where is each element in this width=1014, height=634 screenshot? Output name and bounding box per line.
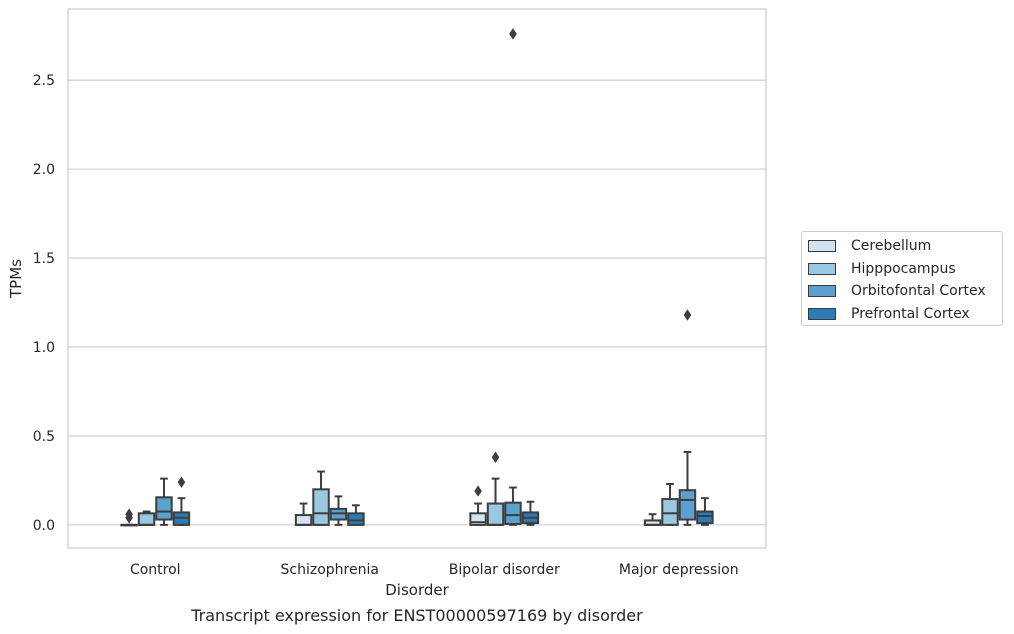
box-1-3 [347,504,365,526]
box-body [294,514,313,526]
x-tick-label: Bipolar disorder [449,562,560,578]
y-tick-label: 0.5 [33,429,55,445]
outlier-point [474,485,482,497]
outlier-point [177,476,186,488]
legend-item: Orbitofontal Cortex [808,280,1002,303]
box-2-3 [521,500,540,526]
y-tick-label: 2.5 [33,73,55,89]
outlier-point [509,28,517,40]
legend: Cerebellum Hipppocampus Orbitofontal Corte… [801,231,1003,326]
y-tick-labels: 0.0 0.5 1.0 1.5 2.0 2.5 [33,73,55,534]
outlier-point [491,451,500,464]
box-3-3 [696,497,714,526]
legend-item: Cerebellum [808,235,1002,258]
box-1-2 [329,495,348,526]
box-plot-marks [120,28,714,527]
box-body [469,512,487,526]
y-tick-label: 2.0 [33,162,55,178]
y-axis-label: TPMs [7,259,25,299]
box-0-0 [120,508,138,527]
legend-swatch [808,262,836,275]
legend-swatch [808,240,836,253]
box-0-3 [172,476,191,526]
box-body [312,488,330,526]
x-tick-label: Major depression [619,562,739,578]
box-body [137,512,156,526]
box-2-1 [486,451,505,526]
box-body [347,512,365,526]
y-tick-label: 1.0 [33,340,55,356]
legend-swatch [808,307,836,320]
legend-label: Hipppocampus [851,260,956,277]
outlier-point [683,309,692,321]
legend-label: Cerebellum [851,238,932,255]
legend-item: Hipppocampus [808,258,1002,281]
box-0-1 [137,510,156,526]
box-3-1 [661,482,679,526]
box-2-0 [469,485,487,526]
box-3-0 [643,513,662,526]
box-body [486,502,505,526]
box-0-2 [155,477,173,526]
x-tick-label: Control [130,562,181,578]
legend-label: Orbitofontal Cortex [851,283,986,300]
box-body [678,489,697,521]
x-axis-label: Disorder [385,581,449,599]
legend-swatch [808,285,836,298]
box-1-0 [294,502,313,526]
box-2-2 [504,28,522,526]
grid-lines [68,79,766,526]
box-body [504,501,522,525]
box-1-1 [312,470,330,526]
box-body [696,510,714,525]
x-tick-label: Schizophrenia [281,562,379,578]
x-tick-labels: Control Schizophrenia Bipolar disorder Majo… [130,562,739,578]
plot-frame [67,8,767,549]
box-3-2 [678,309,697,526]
legend-item: Prefrontal Cortex [808,303,1002,326]
chart-caption: Transcript expression for ENST0000059716… [191,606,643,625]
outlier-point [125,508,133,520]
box-body [155,496,173,521]
box-body [661,498,679,526]
legend-label: Prefrontal Cortex [851,305,970,322]
y-tick-label: 1.5 [33,251,55,267]
y-tick-label: 0.0 [33,518,55,534]
